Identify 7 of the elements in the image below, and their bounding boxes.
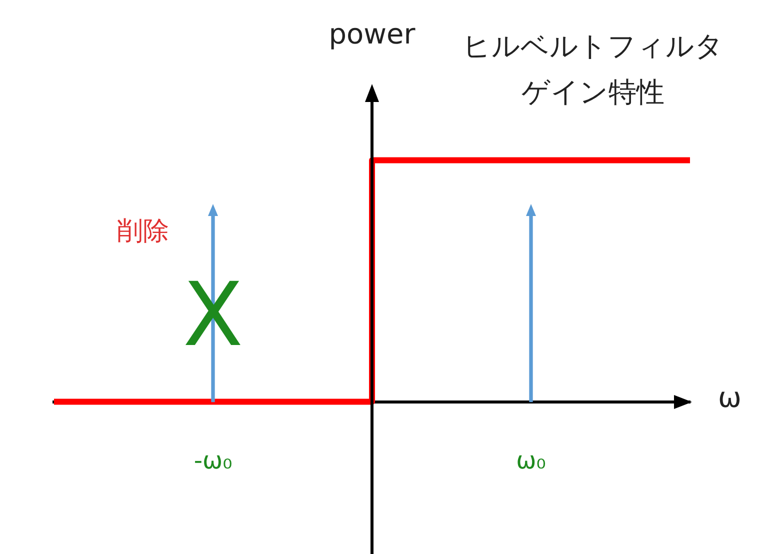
x-tick-label: ω₀: [516, 446, 546, 474]
chart-title: ヒルベルトフィルタ: [462, 29, 724, 62]
chart-subtitle: ゲイン特性: [522, 75, 664, 108]
x-axis-title: ω: [718, 381, 742, 414]
annotation: 削除: [117, 216, 169, 246]
y-axis-title: power: [328, 17, 416, 50]
x-tick-label: -ω₀: [194, 446, 232, 474]
